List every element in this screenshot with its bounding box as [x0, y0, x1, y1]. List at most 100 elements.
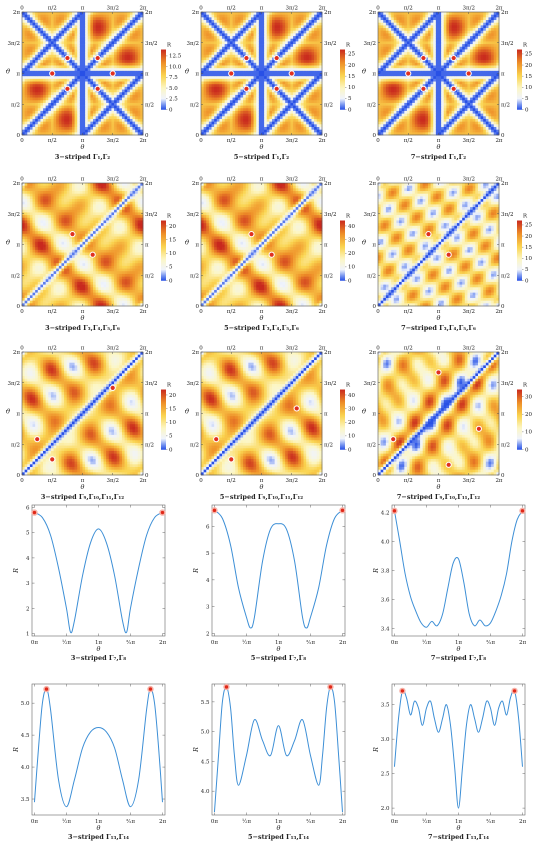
heatmap-cell: [214, 44, 218, 48]
heatmap-cell: [87, 110, 91, 114]
heatmap-cell: [258, 12, 262, 16]
heatmap-cell: [43, 57, 47, 61]
heatmap-cell: [406, 60, 410, 64]
heatmap-cell: [124, 57, 128, 61]
heatmap-cell: [277, 126, 281, 130]
heatmap-cell: [274, 124, 278, 128]
heatmap-cell: [140, 70, 144, 74]
heatmap-cell: [229, 65, 233, 69]
heatmap-cell: [388, 14, 392, 18]
heatmap-cell: [227, 100, 231, 104]
heatmap-cell: [74, 25, 78, 29]
heatmap-cell: [391, 78, 395, 82]
heatmap-cell: [303, 100, 307, 104]
heatmap-cell: [380, 20, 384, 24]
heatmap-cell: [306, 36, 310, 40]
heatmap-cell: [100, 33, 104, 37]
heatmap-cell: [211, 118, 215, 122]
heatmap-cell: [98, 44, 102, 48]
heatmap-cell: [399, 89, 403, 93]
heatmap-cell: [266, 68, 270, 72]
heatmap-cell: [227, 76, 231, 80]
heatmap-cell: [103, 84, 107, 88]
heatmap-cell: [240, 86, 244, 90]
heatmap-cell: [391, 65, 395, 69]
heatmap-cell: [137, 92, 141, 96]
heatmap-cell: [285, 121, 289, 125]
heatmap-cell: [409, 44, 413, 48]
heatmap-cell: [37, 102, 41, 106]
heatmap-cell: [108, 52, 112, 56]
heatmap-cell: [140, 57, 144, 61]
heatmap-cell: [103, 52, 107, 56]
heatmap-cell: [85, 100, 89, 104]
x-tick-label: π/2: [227, 138, 236, 144]
heatmap-cell: [119, 44, 123, 48]
heatmap-cell: [114, 22, 118, 26]
heatmap-cell: [203, 33, 207, 37]
heatmap-cell: [108, 89, 112, 93]
heatmap-cell: [98, 33, 102, 37]
heatmap-cell: [53, 118, 57, 122]
heatmap-cell: [287, 92, 291, 96]
heatmap-cell: [219, 12, 223, 16]
heatmap-cell: [69, 126, 73, 130]
heatmap-cell: [87, 76, 91, 80]
heatmap-cell: [95, 108, 99, 112]
heatmap-cell: [222, 102, 226, 106]
heatmap-cell: [124, 62, 128, 66]
heatmap-cell: [311, 68, 315, 72]
heatmap-cell: [378, 52, 381, 56]
heatmap-cell: [391, 97, 395, 101]
heatmap-cell: [82, 52, 86, 56]
heatmap-cell: [132, 89, 136, 93]
heatmap-cell: [132, 33, 136, 37]
heatmap-cell: [232, 62, 236, 66]
heatmap-cell: [311, 73, 315, 77]
heatmap-cell: [378, 62, 381, 66]
heatmap-cell: [119, 92, 123, 96]
heatmap-cell: [100, 113, 104, 117]
heatmap-cell: [229, 41, 233, 45]
heatmap-cell: [393, 132, 397, 136]
heatmap-cell: [279, 81, 283, 85]
heatmap-cell: [385, 60, 389, 64]
heatmap-cell: [229, 14, 233, 18]
heatmap-cell: [74, 113, 78, 117]
heatmap-cell: [272, 94, 275, 98]
heatmap-cell: [90, 102, 94, 106]
heatmap-cell: [235, 100, 239, 104]
heatmap-cell: [237, 116, 241, 120]
heatmap-cell: [399, 94, 403, 98]
heatmap-cell: [66, 118, 70, 122]
heatmap-cell: [264, 30, 268, 34]
heatmap-cell: [264, 44, 268, 48]
heatmap-cell: [227, 28, 231, 32]
heatmap-cell: [116, 124, 120, 128]
heatmap-cell: [308, 44, 312, 48]
heatmap-cell: [132, 73, 136, 77]
heatmap-cell: [383, 84, 387, 88]
heatmap-cell: [298, 57, 302, 61]
heatmap-cell: [222, 70, 226, 74]
heatmap-cell: [245, 100, 249, 104]
heatmap-cell: [216, 105, 220, 109]
heatmap-cell: [298, 102, 302, 106]
heatmap-cell: [279, 62, 283, 66]
heatmap-cell: [129, 60, 133, 64]
heatmap-cell: [314, 20, 318, 24]
heatmap-cell: [287, 28, 291, 32]
heatmap-cell: [266, 94, 270, 98]
heatmap-cell: [266, 124, 270, 128]
heatmap-cell: [90, 25, 94, 29]
heatmap-cell: [248, 49, 252, 53]
heatmap-cell: [37, 46, 41, 50]
colorbar-step: [161, 83, 166, 86]
heatmap-cell: [243, 44, 247, 48]
max-marker: [64, 85, 71, 92]
heatmap-cell: [100, 28, 104, 32]
heatmap-cell: [232, 25, 236, 29]
heatmap-cell: [378, 46, 381, 50]
heatmap-cell: [61, 33, 65, 37]
heatmap-cell: [66, 110, 70, 114]
